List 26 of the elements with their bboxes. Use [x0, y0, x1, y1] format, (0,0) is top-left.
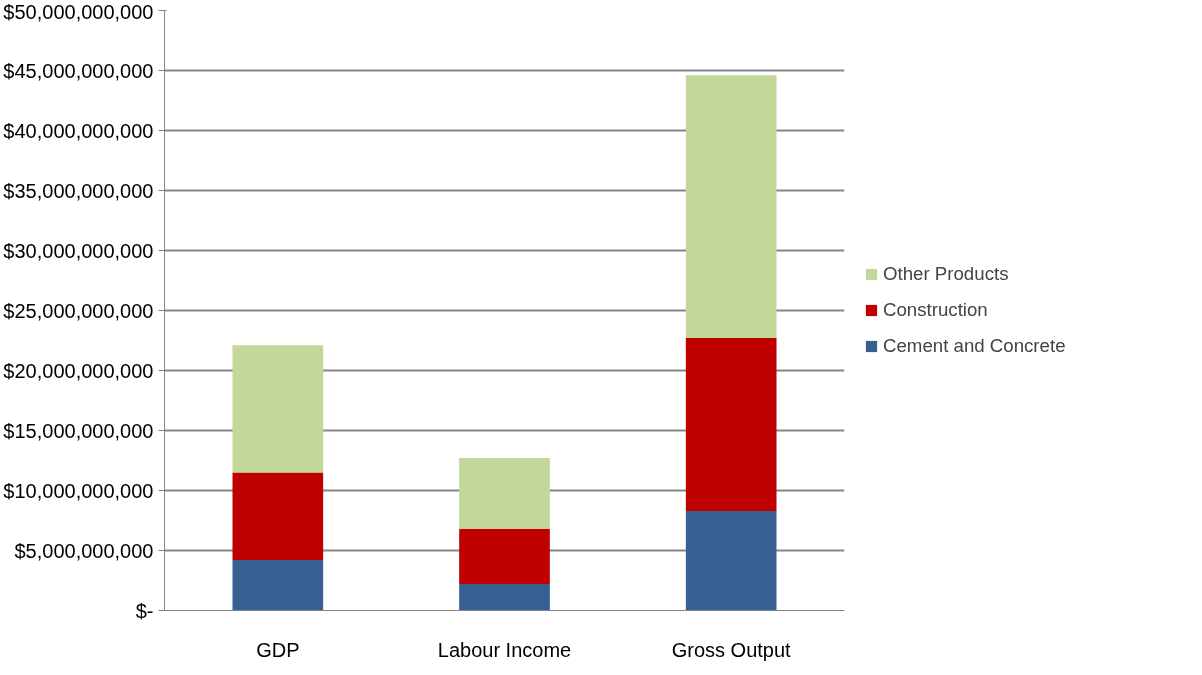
bar — [459, 458, 550, 529]
x-tick-label: Labour Income — [437, 638, 572, 661]
y-tick-label: $10,000,000,000 — [3, 479, 154, 502]
bar — [232, 472, 324, 561]
y-tick-label: $50,000,000,000 — [3, 0, 154, 23]
y-tick-label: $25,000,000,000 — [3, 299, 154, 322]
y-tick-label: $30,000,000,000 — [3, 239, 154, 262]
bar — [232, 345, 324, 473]
bar — [459, 584, 550, 611]
y-tick-label: $5,000,000,000 — [14, 539, 154, 562]
y-tick-label: $20,000,000,000 — [3, 359, 154, 382]
x-tick-label: GDP — [256, 638, 300, 661]
bar — [685, 75, 777, 339]
legend-label: Cement and Concrete — [883, 335, 1066, 357]
y-tick-label: $15,000,000,000 — [3, 419, 154, 442]
bar — [685, 510, 777, 611]
bar — [685, 338, 777, 511]
y-tick-label: $45,000,000,000 — [3, 59, 154, 82]
legend-label: Other Products — [883, 263, 1009, 285]
legend-label: Construction — [883, 299, 988, 321]
y-tick-label: $35,000,000,000 — [3, 179, 154, 202]
bar — [232, 560, 324, 611]
x-tick-label: Gross Output — [671, 638, 792, 661]
y-tick-label: $- — [135, 599, 154, 622]
y-tick-label: $40,000,000,000 — [3, 119, 154, 142]
bar — [459, 528, 550, 585]
